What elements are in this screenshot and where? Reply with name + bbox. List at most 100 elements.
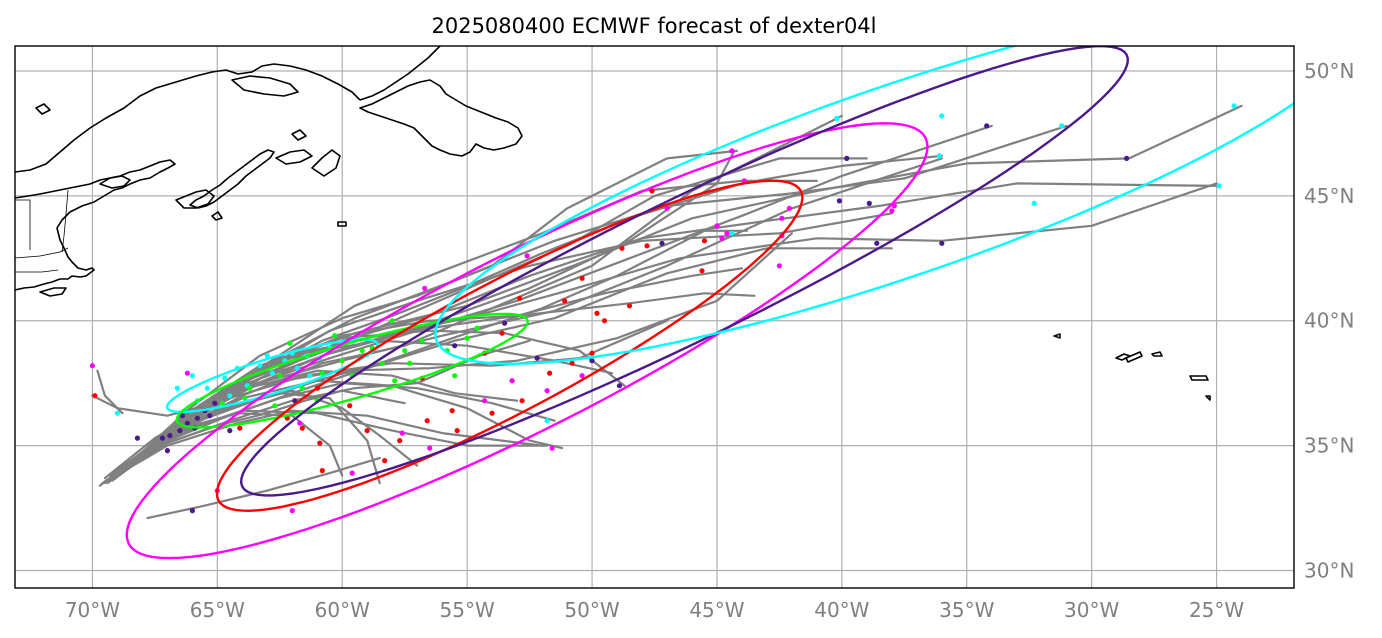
forecast-position-marker-purple: [179, 413, 185, 419]
us-east-coastline: [15, 159, 176, 291]
lat-tick-label: 50°N: [1304, 59, 1354, 83]
forecast-position-marker-green: [277, 373, 283, 379]
small-island-3: [211, 211, 223, 221]
forecast-position-marker-cyan: [227, 393, 233, 399]
forecast-position-marker-cyan: [1031, 200, 1037, 206]
forecast-position-marker-green: [319, 370, 325, 376]
gulf-st-lawrence-coastline: [15, 63, 361, 173]
forecast-position-marker-magenta: [349, 470, 355, 476]
forecast-position-marker-red: [347, 403, 353, 409]
forecast-position-marker-magenta: [524, 253, 530, 259]
uncertainty-ellipse: [125, 122, 929, 560]
forecast-position-marker-cyan: [204, 385, 210, 391]
cape-breton-island: [311, 149, 341, 177]
forecast-position-marker-purple: [984, 123, 990, 129]
forecast-position-marker-magenta: [89, 363, 95, 369]
uncertainty-ellipse: [215, 179, 804, 513]
forecast-position-marker-magenta: [776, 263, 783, 269]
forecast-position-marker-green: [389, 318, 395, 324]
forecast-position-marker-magenta: [399, 430, 405, 436]
forecast-position-marker-magenta: [184, 370, 190, 376]
map-title: 2025080400 ECMWF forecast of dexter04l: [431, 14, 876, 38]
forecast-position-marker-cyan: [544, 418, 550, 424]
state-border-1: [15, 247, 69, 259]
forecast-position-marker-cyan: [834, 115, 840, 121]
uncertainty-ellipse: [239, 46, 1130, 497]
lon-tick-label: 55°W: [440, 598, 495, 622]
forecast-position-marker-green: [379, 360, 385, 366]
forecast-position-marker-magenta: [729, 148, 735, 154]
lon-tick-label: 60°W: [315, 598, 370, 622]
forecast-position-marker-red: [699, 268, 705, 274]
forecast-position-marker-green: [299, 385, 305, 391]
bay-of-fundy-shore: [175, 189, 215, 209]
forecast-position-marker-cyan: [264, 353, 270, 359]
lat-tick-label: 35°N: [1304, 434, 1354, 458]
small-island-4: [337, 221, 347, 227]
forecast-position-marker-purple: [589, 358, 595, 364]
uncertainty-ellipses: [125, 46, 1294, 560]
lat-tick-label: 45°N: [1304, 184, 1354, 208]
forecast-position-marker-green: [359, 348, 365, 354]
forecast-position-marker-cyan: [114, 410, 120, 416]
forecast-position-marker-purple: [452, 343, 458, 349]
forecast-position-marker-magenta: [297, 420, 303, 426]
forecast-position-marker-purple: [189, 508, 195, 514]
forecast-position-marker-magenta: [422, 285, 428, 291]
lon-tick-label: 70°W: [65, 598, 120, 622]
azores-6: [1205, 395, 1211, 401]
forecast-position-marker-cyan: [1216, 183, 1222, 189]
ensemble-track: [96, 369, 124, 415]
forecast-position-marker-magenta: [719, 235, 725, 241]
forecast-position-marker-magenta: [786, 205, 793, 211]
long-island: [39, 287, 67, 297]
ensemble-track: [111, 382, 556, 482]
lon-tick-label: 25°W: [1189, 598, 1244, 622]
azores-3: [1125, 351, 1143, 363]
state-border-3: [61, 189, 69, 253]
small-island-2: [291, 129, 307, 141]
forecast-position-marker-cyan: [939, 113, 945, 119]
forecast-position-marker-purple: [184, 420, 190, 426]
forecast-position-marker-red: [626, 303, 633, 309]
forecast-position-marker-green: [419, 338, 425, 344]
nova-scotia-coastline: [189, 149, 275, 209]
forecast-position-marker-red: [562, 298, 568, 304]
forecast-position-marker-cyan: [307, 373, 313, 379]
lon-tick-label: 40°W: [814, 598, 869, 622]
forecast-position-marker-magenta: [579, 373, 585, 379]
forecast-position-marker-green: [464, 335, 470, 341]
forecast-position-marker-purple: [167, 433, 173, 439]
forecast-position-marker-purple: [207, 413, 213, 419]
forecast-position-marker-red: [319, 468, 325, 474]
forecast-position-marker-purple: [159, 435, 165, 441]
forecast-position-marker-red: [364, 428, 370, 434]
uncertainty-ellipse: [175, 312, 529, 429]
anticosti-island: [231, 75, 299, 97]
forecast-position-marker-red: [589, 350, 595, 356]
ensemble-track: [113, 154, 943, 480]
forecast-position-marker-red: [619, 245, 625, 251]
forecast-position-marker-red: [317, 440, 323, 446]
map-frame: [14, 45, 1295, 589]
forecast-position-marker-magenta: [482, 398, 488, 404]
forecast-position-marker-red: [569, 360, 575, 366]
map-panel: [14, 45, 1295, 589]
forecast-position-marker-cyan: [189, 373, 195, 379]
forecast-position-marker-magenta: [779, 215, 785, 221]
forecast-position-marker-purple: [194, 415, 200, 421]
forecast-position-marker-red: [649, 188, 655, 194]
forecast-position-marker-purple: [939, 240, 945, 246]
lat-tick-label: 40°N: [1304, 309, 1354, 333]
forecast-position-marker-purple: [844, 155, 850, 161]
forecast-position-marker-green: [247, 385, 253, 391]
forecast-position-marker-green: [219, 400, 225, 406]
uncertainty-ellipse: [434, 46, 1294, 366]
pei-island: [275, 149, 313, 165]
small-island-1: [35, 103, 51, 115]
forecast-position-marker-purple: [292, 398, 298, 404]
forecast-position-marker-purple: [502, 320, 508, 326]
forecast-position-marker-green: [332, 333, 338, 339]
forecast-position-marker-red: [299, 425, 305, 431]
forecast-position-marker-green: [402, 348, 408, 354]
